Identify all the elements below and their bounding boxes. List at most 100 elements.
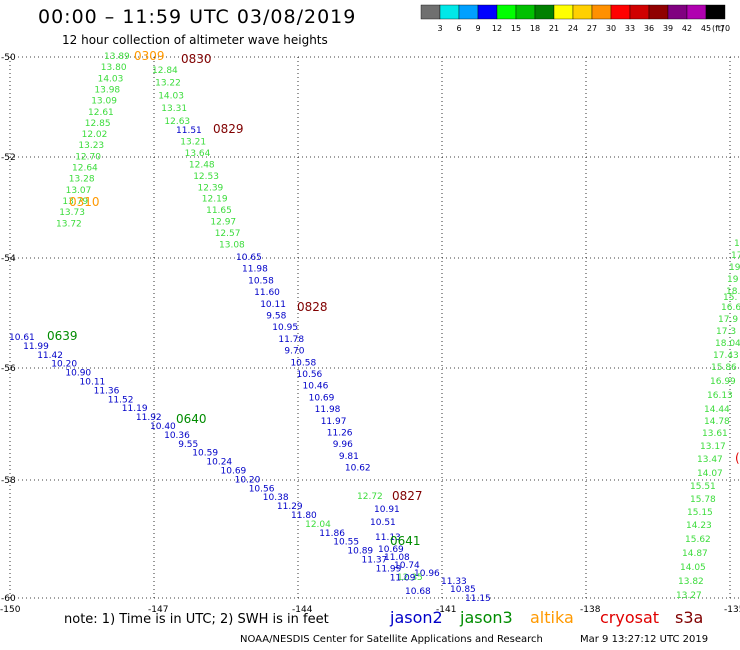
wave-height-value: 13.82 (678, 577, 704, 587)
wave-height-value: 11.60 (254, 288, 280, 298)
wave-height-value: 10.56 (249, 484, 275, 494)
wave-height-value: 11.51 (176, 126, 202, 136)
longitude-tick-label: -138 (580, 605, 601, 615)
pass-time-label: 0830 (181, 52, 212, 66)
wave-height-value: 10.58 (290, 358, 316, 368)
pass-time-label: 0310 (69, 195, 100, 209)
wave-height-value: 11.09 (390, 573, 416, 583)
wave-height-value: 16.99 (710, 377, 736, 387)
wave-height-value: 10.24 (206, 458, 232, 468)
wave-height-value: 19 (727, 275, 739, 285)
wave-height-value: 10.56 (297, 370, 323, 380)
legend-swatch (705, 4, 726, 20)
wave-height-value: 13.80 (101, 63, 127, 73)
latitude-tick-label: -50 (1, 53, 16, 63)
wave-height-value: 13.28 (69, 175, 95, 185)
wave-height-value: 10.69 (309, 393, 335, 403)
wave-height-value: 11.97 (321, 417, 347, 427)
wave-height-value: 11.86 (319, 529, 345, 539)
wave-height-value: 11.99 (376, 564, 402, 574)
legend-label: 15 (511, 24, 521, 33)
wave-height-value: 11.92 (136, 413, 162, 423)
wave-height-value: 14.44 (704, 405, 730, 415)
latitude-tick-label: -60 (1, 594, 16, 604)
wave-height-value: 17.3 (716, 327, 736, 337)
wave-height-value: 12.64 (72, 164, 98, 174)
wave-height-value: 9.55 (178, 440, 198, 450)
wave-height-value: 17 (731, 251, 740, 261)
legend-label: 70 (720, 24, 730, 33)
wave-height-value: 11.52 (108, 395, 134, 405)
wave-height-value: 16.13 (707, 391, 733, 401)
wave-height-value: 11.19 (122, 404, 148, 414)
wave-height-value: 14.23 (686, 521, 712, 531)
latitude-tick-label: -52 (1, 153, 16, 163)
wave-height-value: 15.62 (685, 535, 711, 545)
wave-height-value: 10.65 (236, 253, 262, 263)
wave-height-value: 12.84 (152, 66, 178, 76)
wave-height-value: 15.78 (690, 495, 716, 505)
wave-height-value: 11.13 (375, 533, 401, 543)
longitude-tick-label: -135 (724, 605, 740, 615)
wave-height-value: 11.98 (242, 265, 268, 275)
wave-height-value: 13.98 (94, 85, 120, 95)
pass-time-label: 0309 (134, 49, 165, 63)
wave-height-value: 16.6 (721, 303, 740, 313)
credit-text: NOAA/NESDIS Center for Satellite Applica… (240, 634, 543, 645)
wave-height-value: 13.31 (161, 104, 187, 114)
wave-height-value: 13.08 (219, 241, 245, 251)
wave-height-value: 10.11 (80, 378, 106, 388)
legend-label: 33 (625, 24, 635, 33)
altimeter-tracks: 13.8913.8014.0313.9813.0912.6112.8512.02… (9, 52, 740, 604)
wave-height-value: 11.98 (315, 405, 341, 415)
pass-labels: 0309 0830 0829 0310 0828 0639 0640 0827 0641 ( (47, 49, 740, 548)
legend-label: 9 (475, 24, 480, 33)
wave-height-value: 12.57 (215, 229, 241, 239)
wave-height-value: 19 (729, 263, 740, 273)
legend-label: 45 (701, 24, 711, 33)
satellite-jason2: jason2 (390, 608, 443, 627)
wave-height-value: 12.04 (305, 520, 331, 530)
legend-label: 24 (568, 24, 578, 33)
wave-height-value: 9.96 (333, 440, 353, 450)
wave-height-value: 10.51 (370, 518, 396, 528)
map-title: 00:00 – 11:59 UTC 03/08/2019 (38, 6, 357, 28)
wave-height-value: 10.61 (9, 333, 35, 343)
wave-height-value: 10.95 (272, 323, 298, 333)
wave-height-value: 13.47 (697, 455, 723, 465)
generation-timestamp: Mar 9 13:27:12 UTC 2019 (580, 634, 709, 645)
wave-height-value: 11.65 (206, 206, 232, 216)
pass-time-label: 0829 (213, 122, 244, 136)
wave-height-value: 14.03 (158, 91, 184, 101)
wave-height-value: 10.58 (248, 276, 274, 286)
wave-height-value: 13.72 (56, 219, 82, 229)
wave-height-value: 13.89 (104, 52, 130, 62)
wave-height-value: 9.81 (339, 452, 359, 462)
wave-height-value: 11.37 (362, 556, 388, 566)
wave-height-value: 12.48 (189, 160, 215, 170)
legend-label: 39 (663, 24, 673, 33)
wave-height-value: 13.61 (702, 429, 728, 439)
wave-height-value: 12.19 (202, 195, 228, 205)
legend-label: 6 (456, 24, 461, 33)
wave-height-value: 10.20 (51, 360, 77, 370)
wave-height-value: 12.53 (193, 172, 219, 182)
wave-height-value: 10.46 (303, 382, 329, 392)
wave-height-value: 10.11 (260, 300, 286, 310)
longitude-tick-label: -150 (0, 605, 21, 615)
wave-height-value: 12.63 (164, 117, 190, 127)
wave-height-value: 13.09 (91, 97, 117, 107)
satellite-s3a: s3a (675, 608, 704, 627)
wave-height-value: 11.80 (291, 511, 317, 521)
satellite-altika: altika (530, 608, 574, 627)
wave-height-value: 12.61 (88, 108, 114, 118)
wave-height-value: 17.43 (713, 351, 739, 361)
wave-height-value: 13.73 (59, 208, 85, 218)
pass-time-label: 0828 (297, 300, 328, 314)
wave-height-value: 11.78 (278, 335, 304, 345)
wave-height-value: 10.69 (378, 545, 404, 555)
wave-height-value: 13.23 (78, 141, 104, 151)
map-subtitle: 12 hour collection of altimeter wave hei… (62, 33, 328, 47)
wave-height-value: 15.15 (687, 508, 713, 518)
wave-height-value: 14.05 (680, 563, 706, 573)
